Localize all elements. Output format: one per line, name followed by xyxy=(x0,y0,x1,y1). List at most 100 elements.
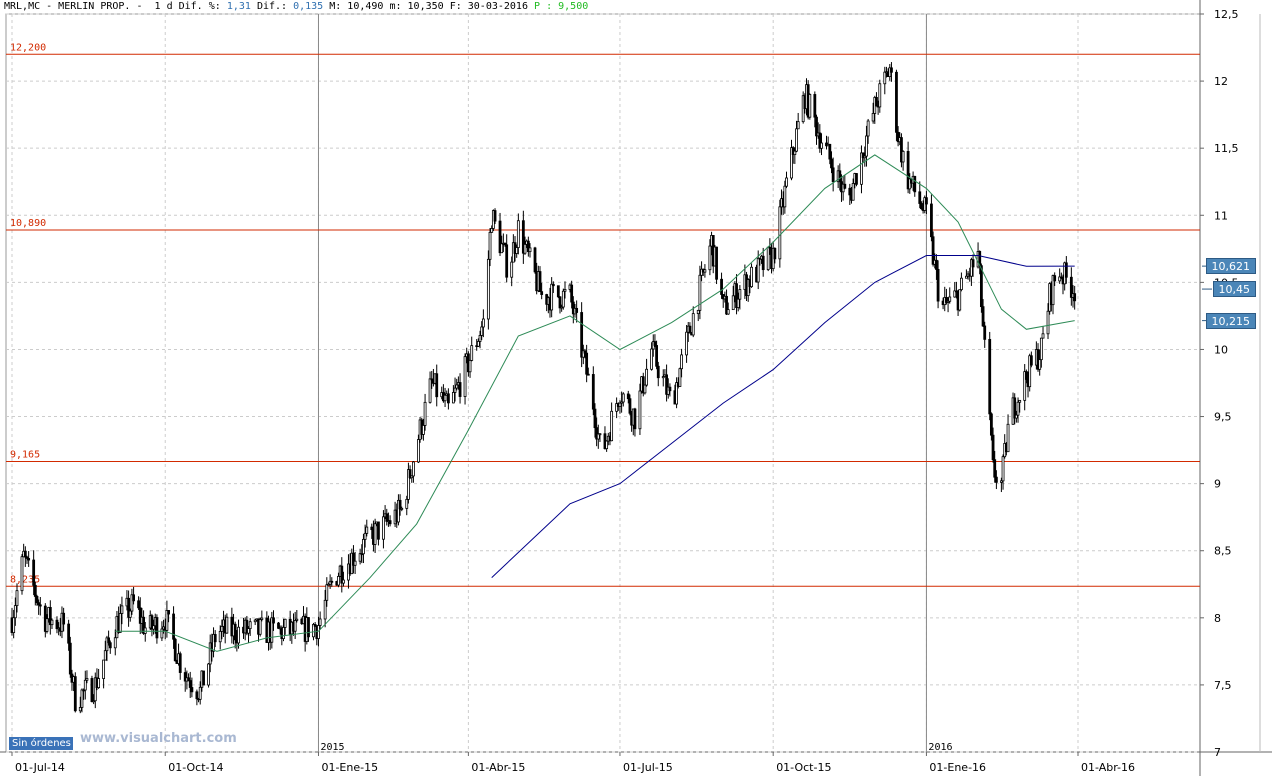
candle-body xyxy=(405,498,409,509)
candle-body xyxy=(23,550,27,558)
candle-body xyxy=(270,617,274,643)
year-label: 2015 xyxy=(320,742,344,753)
candle-body xyxy=(78,707,82,712)
candle-body xyxy=(195,691,199,700)
candle-body xyxy=(476,341,480,347)
candle-body xyxy=(143,627,147,634)
orders-status-button[interactable]: Sin órdenes xyxy=(9,737,73,750)
candle-body xyxy=(218,630,222,643)
candle-body xyxy=(688,325,692,334)
candle-body xyxy=(108,642,112,649)
candle-body xyxy=(861,152,865,159)
candle-body xyxy=(225,616,229,634)
x-tick-label: 01-Oct-14 xyxy=(168,761,223,774)
candle-body xyxy=(691,313,695,336)
candle-body xyxy=(965,275,968,279)
candle-body xyxy=(863,155,867,159)
y-tick-label: 7 xyxy=(1214,746,1221,759)
candle-body xyxy=(90,678,94,702)
candle-body xyxy=(318,618,322,626)
candle-body xyxy=(313,624,317,627)
candle-body xyxy=(738,289,742,300)
candle-body xyxy=(317,625,320,639)
candle-body xyxy=(446,393,450,404)
candle-body xyxy=(983,325,987,340)
candle-body xyxy=(818,132,822,149)
timeframe: 1 d xyxy=(154,1,173,12)
candle-body xyxy=(883,71,887,85)
candle-body xyxy=(731,295,735,311)
candle-body xyxy=(505,244,509,278)
candle-body xyxy=(580,312,584,358)
candle-body xyxy=(353,560,357,566)
min-value: 10,350 xyxy=(407,1,444,12)
candle-body xyxy=(15,590,19,607)
candle-body xyxy=(1014,414,1018,419)
candle-body xyxy=(991,434,995,461)
candle-body xyxy=(363,532,367,540)
candle-body xyxy=(653,341,657,346)
candle-body xyxy=(993,459,997,478)
x-tick-label: 01-Ene-15 xyxy=(321,761,378,774)
candle-body xyxy=(283,618,287,628)
candle-body xyxy=(328,580,332,585)
candle-body xyxy=(793,150,797,156)
candle-body xyxy=(750,266,753,288)
candle-body xyxy=(570,284,574,303)
candle-body xyxy=(428,378,432,403)
date-value: 30-03-2016 xyxy=(467,1,528,12)
candle-body xyxy=(12,617,16,633)
candle-body xyxy=(152,625,155,630)
candle-body xyxy=(258,619,262,635)
candle-body xyxy=(1039,337,1043,361)
candle-body xyxy=(323,599,327,620)
max-label: M: xyxy=(329,1,342,12)
candle-body xyxy=(540,291,544,295)
candle-body xyxy=(830,158,833,169)
candle-body xyxy=(190,687,194,693)
candle-body xyxy=(558,296,562,309)
candle-body xyxy=(327,583,330,586)
candle-body xyxy=(62,612,66,625)
candle-body xyxy=(768,246,772,249)
candle-body xyxy=(583,350,587,354)
candle-body xyxy=(362,538,365,555)
candle-body xyxy=(655,345,658,367)
candle-body xyxy=(896,131,900,143)
candle-body xyxy=(480,326,484,336)
candle-body xyxy=(875,97,878,107)
candle-body xyxy=(946,300,950,303)
candle-body xyxy=(160,628,164,639)
candle-body xyxy=(533,247,537,273)
y-tick-label: 9,5 xyxy=(1214,411,1232,424)
ma-short-line xyxy=(115,154,1075,652)
candle-body xyxy=(685,331,688,356)
candle-body xyxy=(127,597,130,618)
candle-body xyxy=(128,610,132,618)
candle-body xyxy=(851,183,855,201)
candle-body xyxy=(25,556,29,559)
candle-body xyxy=(575,307,579,313)
candle-body xyxy=(272,617,275,624)
candle-body xyxy=(936,269,940,302)
candle-body xyxy=(490,228,494,233)
candle-body xyxy=(408,469,412,479)
candle-body xyxy=(187,677,190,681)
candle-body xyxy=(337,575,340,586)
candle-body xyxy=(796,121,800,130)
candle-body xyxy=(198,686,202,700)
candle-body xyxy=(385,513,389,522)
candle-body xyxy=(645,368,649,386)
p-value: 9,500 xyxy=(558,1,589,12)
candle-body xyxy=(1001,456,1005,482)
price-tag-1: 10,621 xyxy=(1205,258,1256,275)
candle-body xyxy=(610,410,614,442)
candle-body xyxy=(435,373,439,398)
x-tick-label: 01-Oct-15 xyxy=(776,761,831,774)
candles-layer xyxy=(10,62,1077,714)
symbol-name: MRL,MC - MERLIN PROP. - xyxy=(4,1,143,12)
candle-body xyxy=(948,296,952,302)
candle-body xyxy=(1018,399,1022,403)
candle-body xyxy=(815,116,818,137)
